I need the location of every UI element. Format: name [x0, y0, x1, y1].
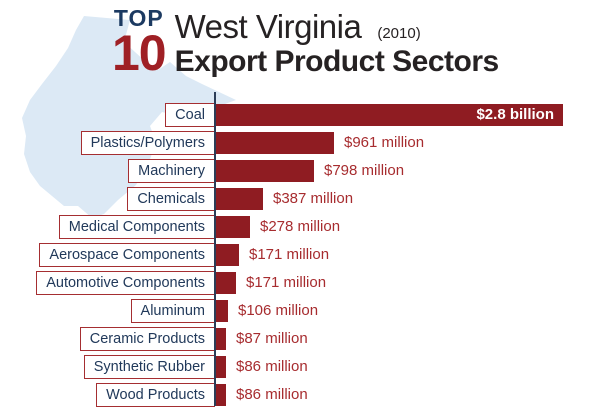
bar-row: Synthetic Rubber $86 million — [0, 355, 600, 379]
category-label-box: Wood Products — [96, 383, 215, 407]
bar — [215, 132, 334, 154]
category-label: Wood Products — [106, 386, 205, 403]
value-label: $171 million — [249, 246, 330, 263]
bar-row: Aerospace Components $171 million — [0, 243, 600, 267]
value-label: $87 million — [236, 330, 308, 347]
bar-row: Medical Components $278 million — [0, 215, 600, 239]
west-virginia-map — [22, 16, 236, 218]
bar-row: Plastics/Polymers $961 million — [0, 131, 600, 155]
bar-row: Aluminum $106 million — [0, 299, 600, 323]
bar-row: Ceramic Products $87 million — [0, 327, 600, 351]
bar — [215, 328, 226, 350]
value-label: $278 million — [260, 218, 341, 235]
axis-baseline — [214, 92, 216, 406]
category-label: Aluminum — [140, 302, 205, 319]
category-label-box: Plastics/Polymers — [80, 131, 215, 155]
bar — [215, 300, 228, 322]
bar — [215, 160, 314, 182]
bar-row: Coal $2.8 billion — [0, 103, 600, 127]
category-label: Ceramic Products — [89, 330, 205, 347]
category-label: Machinery — [138, 162, 205, 179]
category-label-box: Ceramic Products — [79, 327, 215, 351]
category-label-box: Synthetic Rubber — [83, 355, 215, 379]
category-label-box: Automotive Components — [36, 271, 215, 295]
chart-subtitle: Export Product Sectors — [174, 45, 500, 78]
category-label: Synthetic Rubber — [93, 358, 205, 375]
title-block: West Virginia (2010) Export Product Sect… — [174, 6, 500, 78]
category-label-box: Aerospace Components — [39, 243, 215, 267]
category-label-box: Medical Components — [58, 215, 215, 239]
value-label: $798 million — [324, 162, 405, 179]
category-label-box: Chemicals — [127, 187, 215, 211]
value-label: $106 million — [238, 302, 319, 319]
value-label: $961 million — [344, 134, 425, 151]
category-label-box: Aluminum — [130, 299, 215, 323]
value-label: $171 million — [246, 274, 327, 291]
bar-row: Automotive Components $171 million — [0, 271, 600, 295]
year-label: (2010) — [377, 25, 421, 42]
bar-row: Wood Products $86 million — [0, 383, 600, 407]
value-label: $387 million — [273, 190, 354, 207]
ten-label: 10 — [112, 25, 167, 82]
category-label: Chemicals — [137, 190, 205, 207]
bar: $2.8 billion — [215, 104, 563, 126]
category-label-box: Coal — [165, 103, 215, 127]
bar-row: Chemicals $387 million — [0, 187, 600, 211]
top-label: TOP — [113, 5, 164, 31]
bar — [215, 188, 263, 210]
top-10-badge: TOP 10 — [112, 5, 167, 82]
bar — [215, 272, 236, 294]
value-label: $86 million — [236, 358, 308, 375]
bar — [215, 384, 226, 406]
category-label-box: Machinery — [128, 159, 215, 183]
bar — [215, 244, 239, 266]
region-title: West Virginia — [174, 8, 362, 45]
bar — [215, 356, 226, 378]
category-label: Medical Components — [68, 218, 205, 235]
category-label: Plastics/Polymers — [90, 134, 205, 151]
bar-row: Machinery $798 million — [0, 159, 600, 183]
value-label: $86 million — [236, 386, 308, 403]
chart-header: TOP 10 West Virginia (2010) Export Produ… — [112, 6, 499, 78]
bar — [215, 216, 250, 238]
west-virginia-map-shape — [22, 16, 236, 218]
category-label: Coal — [175, 106, 205, 123]
value-label: $2.8 billion — [476, 106, 554, 123]
category-label: Automotive Components — [46, 274, 205, 291]
category-label: Aerospace Components — [49, 246, 205, 263]
